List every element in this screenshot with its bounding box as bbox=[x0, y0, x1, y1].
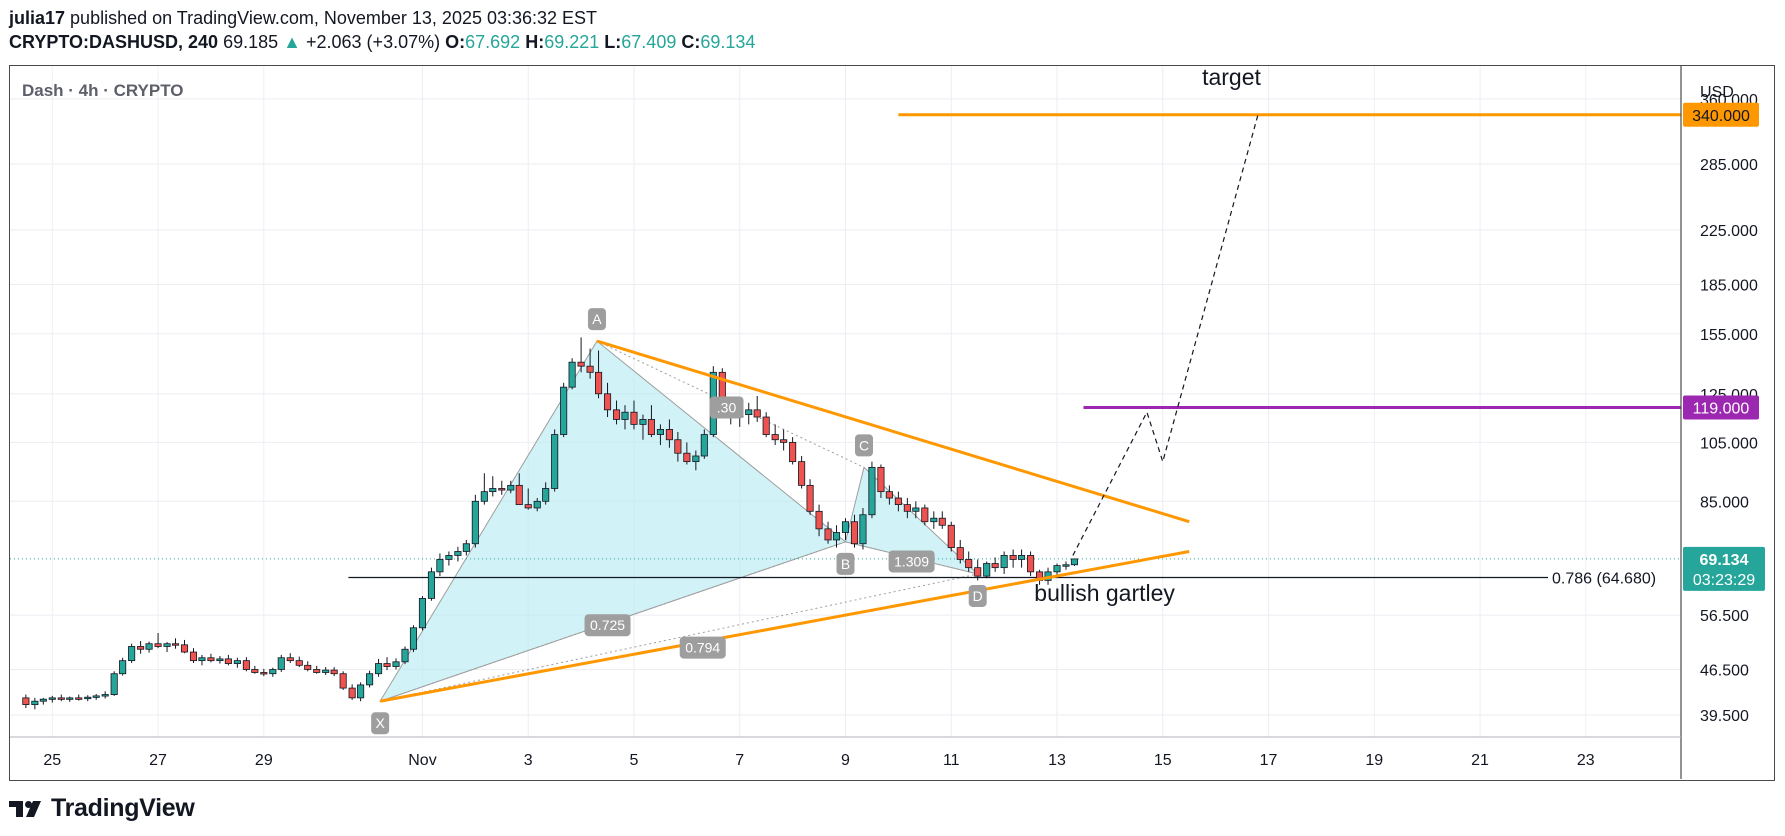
last-price-value: 69.185 bbox=[223, 32, 279, 52]
change-arrow-icon: ▲ bbox=[283, 32, 301, 52]
tradingview-logo[interactable]: TradingView bbox=[9, 794, 195, 823]
brand-name: TradingView bbox=[51, 794, 195, 822]
publish-info: published on TradingView.com, November 1… bbox=[70, 8, 598, 28]
chart-header: julia17 published on TradingView.com, No… bbox=[9, 6, 755, 54]
symbol-name: CRYPTO:DASHUSD, 240 bbox=[9, 32, 219, 52]
ohlc-close-value: 69.134 bbox=[700, 32, 756, 52]
ohlc-open-key: O: bbox=[445, 32, 466, 52]
ohlc-low-key: L: bbox=[604, 32, 622, 52]
publisher-name[interactable]: julia17 bbox=[9, 8, 66, 28]
publish-line: julia17 published on TradingView.com, No… bbox=[9, 6, 755, 30]
ohlc-high-key: H: bbox=[525, 32, 545, 52]
ohlc-open-value: 67.692 bbox=[465, 32, 521, 52]
tradingview-logo-icon bbox=[9, 800, 41, 817]
symbol-line: CRYPTO:DASHUSD, 240 69.185 ▲ +2.063 (+3.… bbox=[9, 30, 755, 54]
ohlc-low-value: 67.409 bbox=[621, 32, 677, 52]
ohlc-close-key: C: bbox=[681, 32, 701, 52]
change-value: +2.063 (+3.07%) bbox=[306, 32, 441, 52]
ohlc-high-value: 69.221 bbox=[544, 32, 600, 52]
chart-frame bbox=[9, 65, 1775, 781]
